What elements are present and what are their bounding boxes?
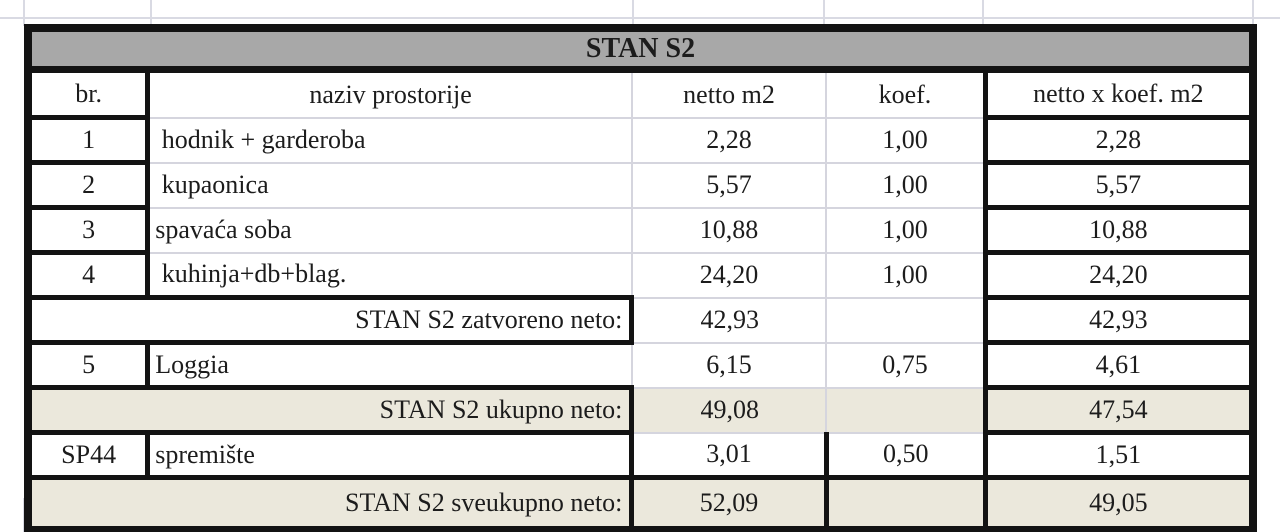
col-header-netto: netto m2 xyxy=(631,69,828,119)
koef-value xyxy=(826,297,986,344)
total-value: 5,57 xyxy=(982,160,1256,210)
netto-value: 10,88 xyxy=(631,207,828,254)
grid-line xyxy=(982,0,984,26)
row-number: 4 xyxy=(25,250,151,300)
grid-line xyxy=(823,0,825,26)
room-name: Loggia xyxy=(147,342,633,389)
title-row: STAN S2 xyxy=(28,28,1253,73)
table-title: STAN S2 xyxy=(28,28,1253,73)
netto-value: 3,01 xyxy=(629,431,829,480)
row-number: 1 xyxy=(25,115,151,165)
total-value: 2,28 xyxy=(982,115,1256,165)
netto-value: 2,28 xyxy=(631,117,828,164)
column-header-row: br. naziv prostorije netto m2 koef. nett… xyxy=(25,67,1256,120)
subtotal-row: STAN S2 zatvoreno neto: 42,93 42,93 xyxy=(25,295,1256,345)
koef-value: 1,00 xyxy=(826,252,986,299)
room-name: hodnik + garderoba xyxy=(147,117,633,164)
total-value: 10,88 xyxy=(982,205,1256,255)
row-number: 5 xyxy=(25,340,151,390)
table-row: 3 spavaća soba 10,88 1,00 10,88 xyxy=(25,205,1256,255)
row-number: 2 xyxy=(25,160,151,210)
table-row: SP44 spremište 3,01 0,50 1,51 xyxy=(25,430,1256,480)
room-name: spavaća soba xyxy=(147,207,633,254)
subtotal-row: STAN S2 sveukupno neto: 52,09 49,05 xyxy=(25,475,1256,532)
subtotal-label: STAN S2 sveukupno neto: xyxy=(25,475,635,532)
subtotal-label: STAN S2 ukupno neto: xyxy=(25,385,635,435)
col-header-koef: koef. xyxy=(826,69,986,119)
col-header-br: br. xyxy=(25,67,151,120)
row-number: 3 xyxy=(25,205,151,255)
total-value: 49,05 xyxy=(982,475,1256,532)
table-row: 4 kuhinja+db+blag. 24,20 1,00 24,20 xyxy=(25,250,1256,300)
col-header-total: netto x koef. m2 xyxy=(982,67,1256,120)
netto-value: 24,20 xyxy=(631,252,828,299)
table-row: 1 hodnik + garderoba 2,28 1,00 2,28 xyxy=(25,115,1256,165)
koef-value: 1,00 xyxy=(826,207,986,254)
grid-line xyxy=(0,17,1280,19)
total-value: 1,51 xyxy=(982,430,1256,480)
koef-value: 0,50 xyxy=(823,431,988,480)
room-name: spremište xyxy=(145,430,635,480)
room-name: kuhinja+db+blag. xyxy=(147,252,633,299)
total-value: 24,20 xyxy=(982,250,1256,300)
stan-table: STAN S2 br. naziv prostorije netto m2 ko… xyxy=(24,24,1257,532)
subtotal-label: STAN S2 zatvoreno neto: xyxy=(25,295,635,345)
grid-line xyxy=(1252,0,1254,26)
netto-value: 5,57 xyxy=(631,162,828,209)
table-row: 5 Loggia 6,15 0,75 4,61 xyxy=(25,340,1256,390)
koef-value: 0,75 xyxy=(826,342,986,389)
grid-line xyxy=(632,0,634,26)
koef-value xyxy=(826,387,986,434)
table-row: 2 kupaonica 5,57 1,00 5,57 xyxy=(25,160,1256,210)
grid-line xyxy=(150,0,152,26)
koef-value xyxy=(823,475,988,532)
netto-value: 49,08 xyxy=(631,387,828,434)
netto-value: 6,15 xyxy=(631,342,828,389)
col-header-naziv: naziv prostorije xyxy=(147,69,633,119)
koef-value: 1,00 xyxy=(826,162,986,209)
koef-value: 1,00 xyxy=(826,117,986,164)
netto-value: 42,93 xyxy=(631,297,828,344)
row-number: SP44 xyxy=(25,430,151,480)
subtotal-row: STAN S2 ukupno neto: 49,08 47,54 xyxy=(25,385,1256,435)
total-value: 4,61 xyxy=(982,340,1256,390)
grid-line xyxy=(23,0,25,26)
total-value: 47,54 xyxy=(982,385,1256,435)
room-name: kupaonica xyxy=(147,162,633,209)
netto-value: 52,09 xyxy=(629,475,829,532)
total-value: 42,93 xyxy=(982,295,1256,345)
